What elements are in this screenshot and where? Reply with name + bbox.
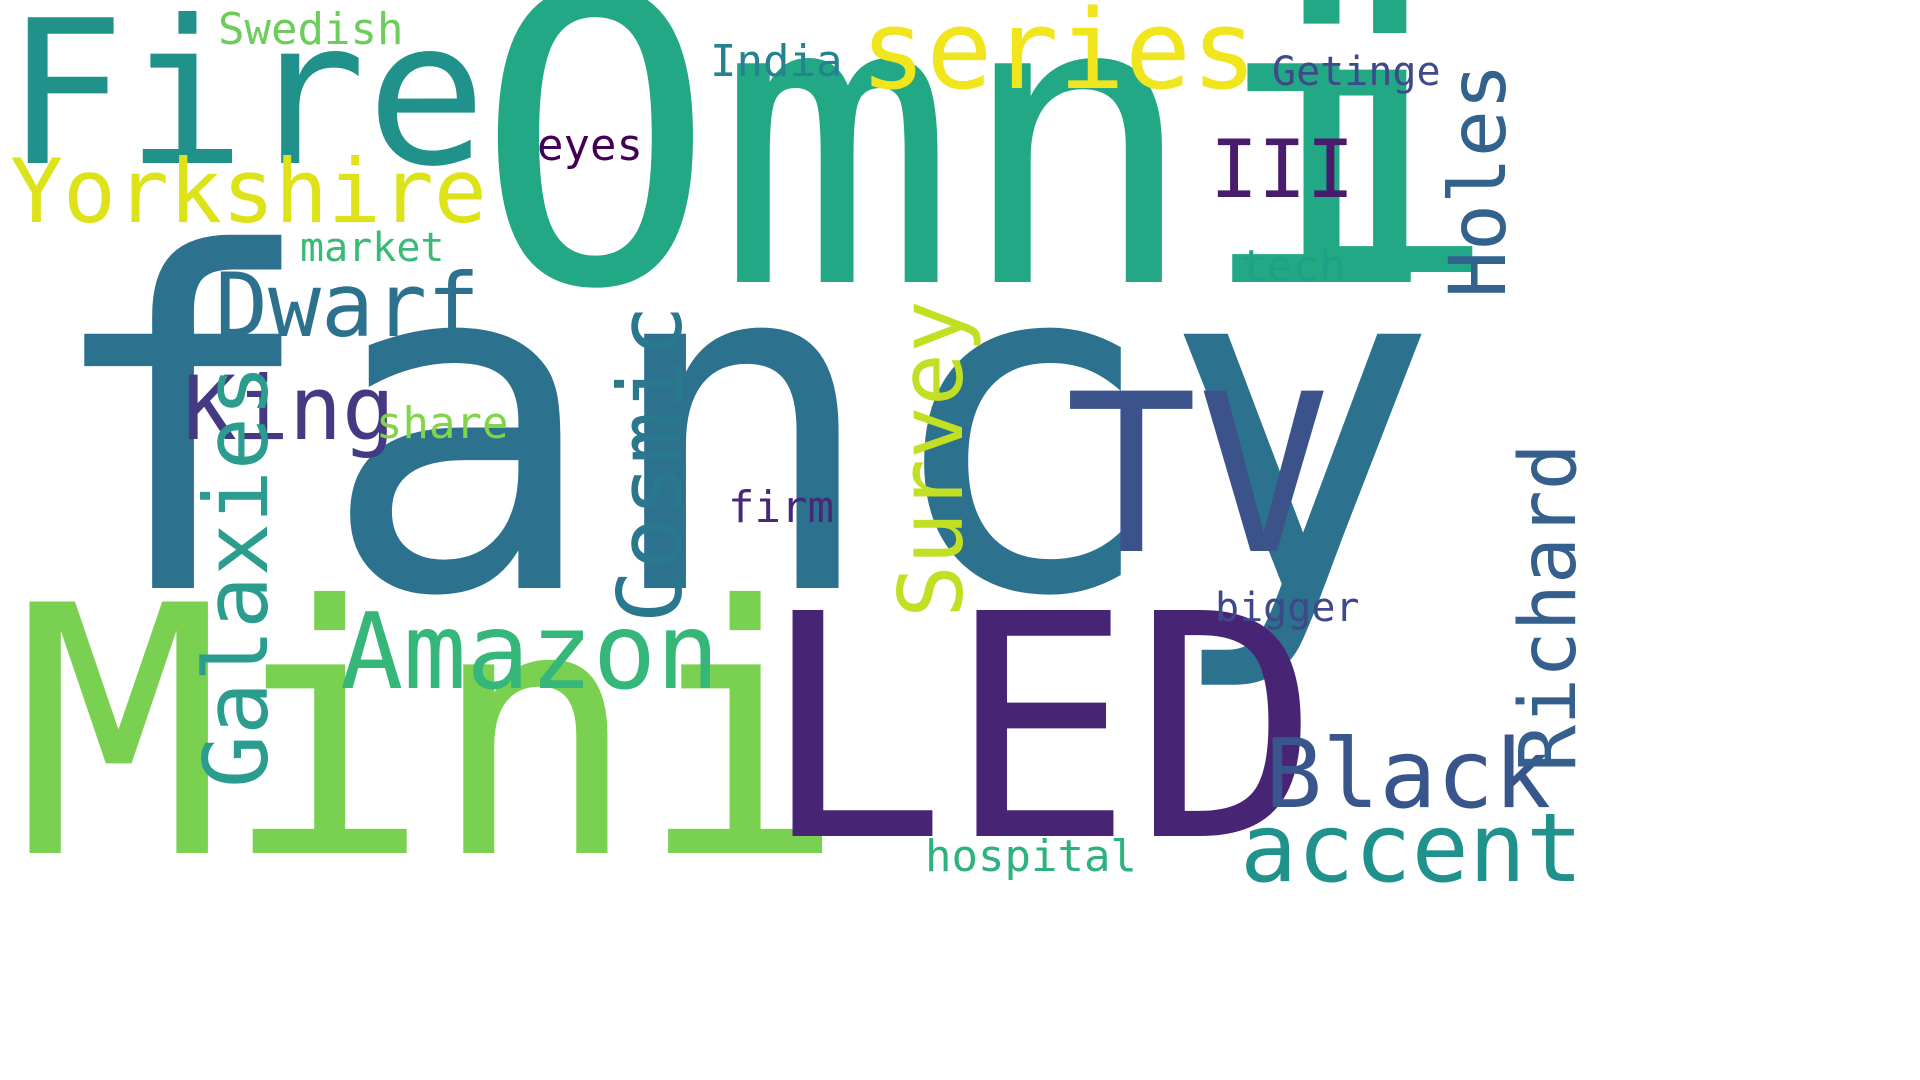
word-tech: tech	[1240, 241, 1346, 292]
word-king: King	[183, 357, 395, 460]
word-iii: III	[1210, 123, 1355, 216]
word-dwarf: Dwarf	[215, 254, 480, 357]
word-black: Black	[1265, 720, 1551, 830]
word-amazon: Amazon	[340, 591, 720, 713]
word-accent: accent	[1240, 794, 1584, 904]
word-series: series	[860, 0, 1258, 114]
word-bigger: bigger	[1215, 585, 1360, 631]
word-i: i	[1275, 0, 1498, 360]
word-market: market	[300, 225, 445, 271]
word-swedish: Swedish	[218, 4, 404, 55]
word-mini: Mini	[15, 534, 846, 935]
word-tv: TV	[1065, 347, 1330, 603]
word-galaxies: Galaxies	[185, 364, 288, 788]
word-omni: Omni	[475, 0, 1439, 377]
word-share: share	[376, 398, 509, 449]
word-holes: Holes	[1434, 63, 1524, 298]
word-hospital: hospital	[925, 831, 1137, 882]
word-firm: firm	[728, 482, 834, 533]
word-eyes: eyes	[537, 120, 643, 171]
word-india: India	[710, 36, 843, 87]
word-cosmic: Cosmic	[599, 305, 702, 623]
word-yorkshire: Yorkshire	[10, 140, 487, 243]
word-getinge: Getinge	[1272, 49, 1441, 95]
word-richard: Richard	[1504, 443, 1594, 772]
word-led: LED	[760, 549, 1320, 910]
word-fancy: fancy	[40, 156, 1440, 698]
word-fire: Fire	[5, 0, 487, 211]
word-survey: Survey	[880, 300, 983, 618]
